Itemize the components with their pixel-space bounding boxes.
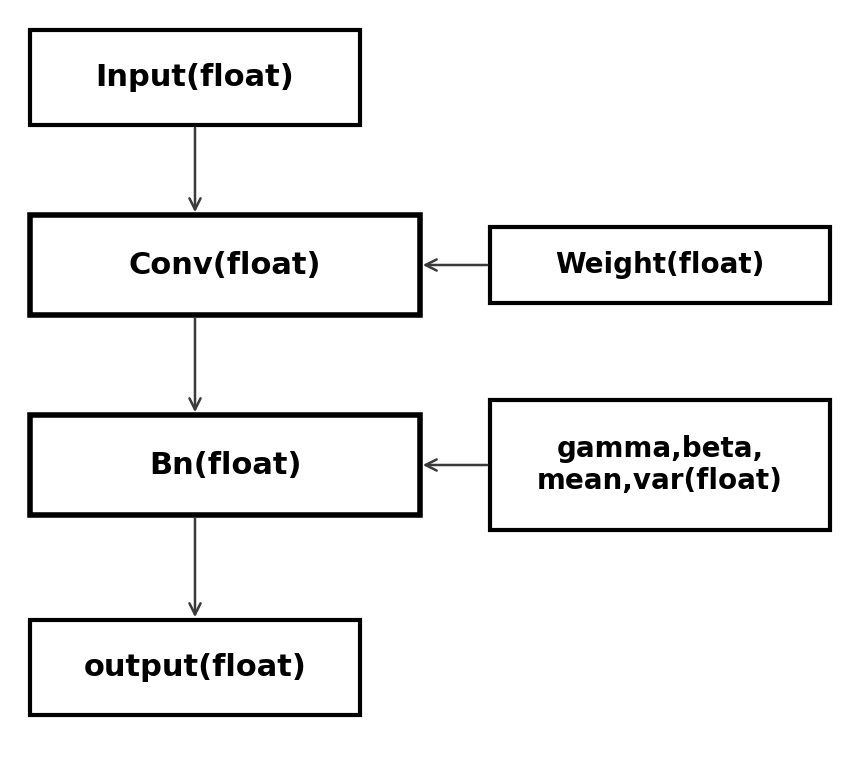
Text: output(float): output(float) — [84, 653, 306, 682]
Bar — [30, 30, 360, 125]
Bar — [490, 227, 830, 303]
Text: Input(float): Input(float) — [96, 63, 294, 92]
Text: Bn(float): Bn(float) — [149, 451, 301, 480]
Text: Weight(float): Weight(float) — [555, 251, 765, 279]
Text: Conv(float): Conv(float) — [129, 250, 321, 279]
Bar — [30, 415, 420, 515]
Bar — [30, 620, 360, 715]
Text: gamma,beta,
mean,var(float): gamma,beta, mean,var(float) — [537, 434, 783, 495]
Bar — [30, 215, 420, 315]
Bar — [490, 400, 830, 530]
